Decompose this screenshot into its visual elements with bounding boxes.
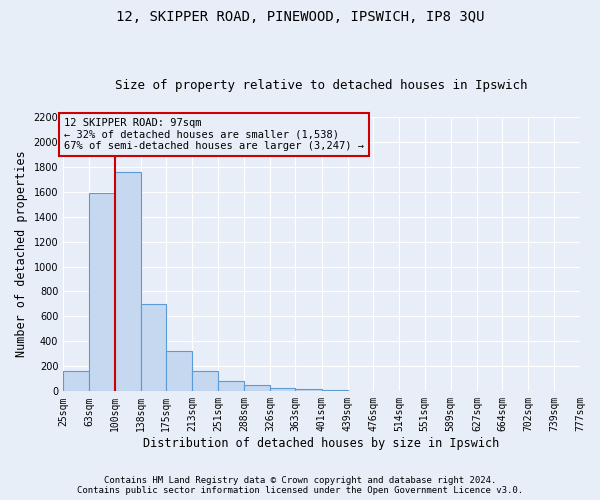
Bar: [115, 172, 141, 392]
Bar: [63, 372, 89, 392]
Text: 12, SKIPPER ROAD, PINEWOOD, IPSWICH, IP8 3QU: 12, SKIPPER ROAD, PINEWOOD, IPSWICH, IP8…: [116, 10, 484, 24]
Bar: [270, 388, 295, 392]
Y-axis label: Number of detached properties: Number of detached properties: [15, 150, 28, 358]
Bar: [141, 304, 166, 392]
Bar: [166, 352, 193, 392]
Bar: [322, 390, 347, 392]
Text: 12 SKIPPER ROAD: 97sqm
← 32% of detached houses are smaller (1,538)
67% of semi-: 12 SKIPPER ROAD: 97sqm ← 32% of detached…: [64, 118, 364, 151]
Title: Size of property relative to detached houses in Ipswich: Size of property relative to detached ho…: [115, 79, 528, 92]
X-axis label: Distribution of detached houses by size in Ipswich: Distribution of detached houses by size …: [143, 437, 500, 450]
Bar: [193, 372, 218, 392]
Bar: [295, 389, 322, 392]
Bar: [218, 382, 244, 392]
Text: Contains HM Land Registry data © Crown copyright and database right 2024.
Contai: Contains HM Land Registry data © Crown c…: [77, 476, 523, 495]
Bar: [89, 193, 115, 392]
Bar: [244, 385, 270, 392]
